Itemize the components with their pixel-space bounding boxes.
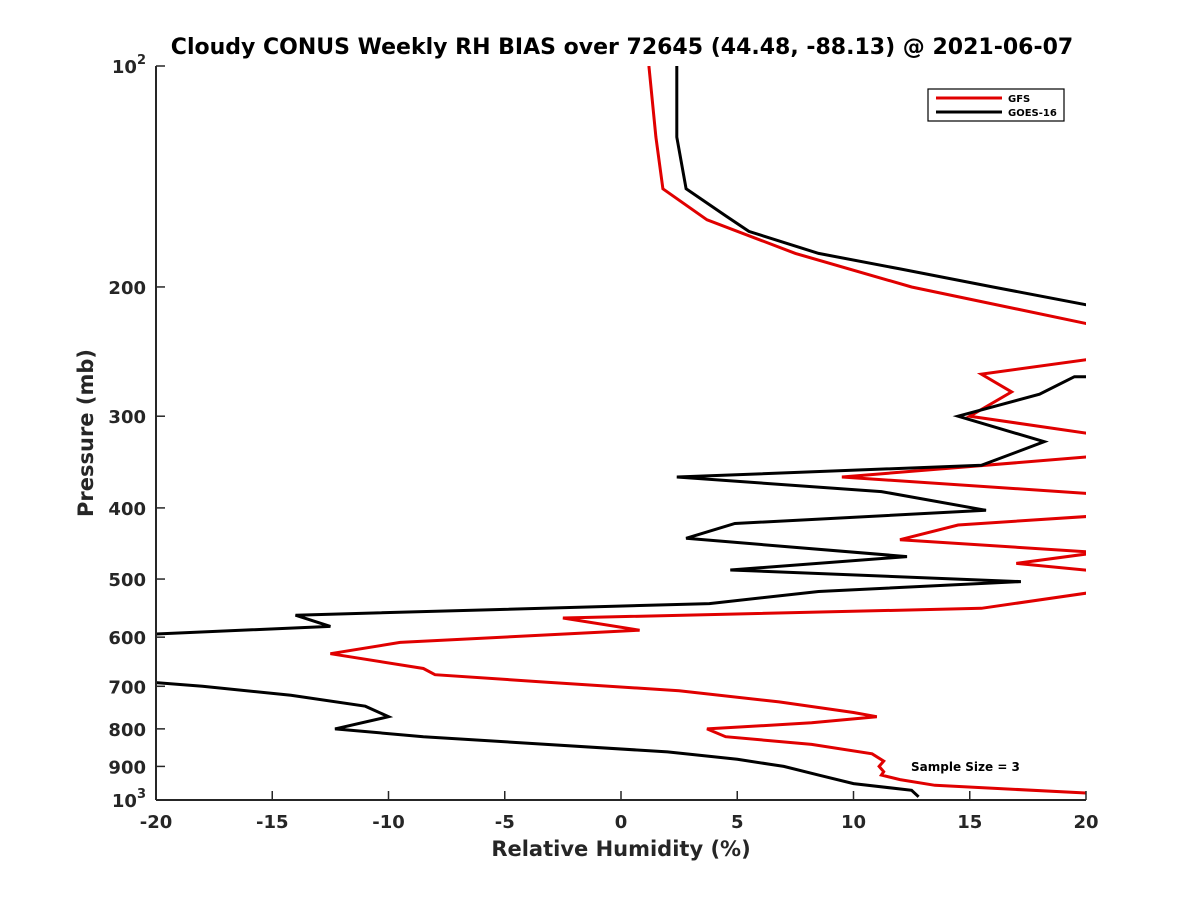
x-tick-label: -15	[256, 812, 289, 833]
x-tick-label: 5	[731, 812, 744, 833]
series-layer	[156, 66, 1086, 798]
tick-layer: -20 -15 -10 -5 0 5 10 15 20 102 200 300 400 500 600 700…	[108, 53, 1098, 833]
sample-size-annotation: Sample Size = 3	[911, 760, 1020, 774]
y-tick-label: 400	[108, 499, 146, 520]
series-line-gfs	[330, 66, 1086, 795]
x-tick-label: 0	[615, 812, 628, 833]
y-tick-label: 300	[108, 407, 146, 428]
y-tick-label: 600	[108, 628, 146, 649]
y-tick-label: 200	[108, 278, 146, 299]
x-axis-label: Relative Humidity (%)	[491, 837, 750, 861]
y-tick-label: 102	[112, 53, 146, 78]
x-tick-label: -20	[140, 812, 173, 833]
x-tick-label: 20	[1073, 812, 1098, 833]
x-tick-label: -5	[495, 812, 515, 833]
y-axis-label: Pressure (mb)	[74, 349, 98, 517]
x-tick-label: 15	[957, 812, 982, 833]
legend-box	[927, 88, 1065, 122]
x-tick-label: -10	[372, 812, 405, 833]
y-tick-label: 103	[112, 787, 146, 812]
chart-title: Cloudy CONUS Weekly RH BIAS over 72645 (…	[171, 35, 1073, 60]
legend: GFS GOES-16	[927, 88, 1065, 122]
y-tick-label: 700	[108, 677, 146, 698]
y-tick-label: 500	[108, 570, 146, 591]
x-tick-label: 10	[841, 812, 866, 833]
y-tick-label: 800	[108, 720, 146, 741]
legend-label: GOES-16	[1008, 108, 1057, 119]
series-line-goes16	[156, 66, 1086, 798]
y-tick-label: 900	[108, 757, 146, 778]
legend-label: GFS	[1008, 94, 1030, 105]
